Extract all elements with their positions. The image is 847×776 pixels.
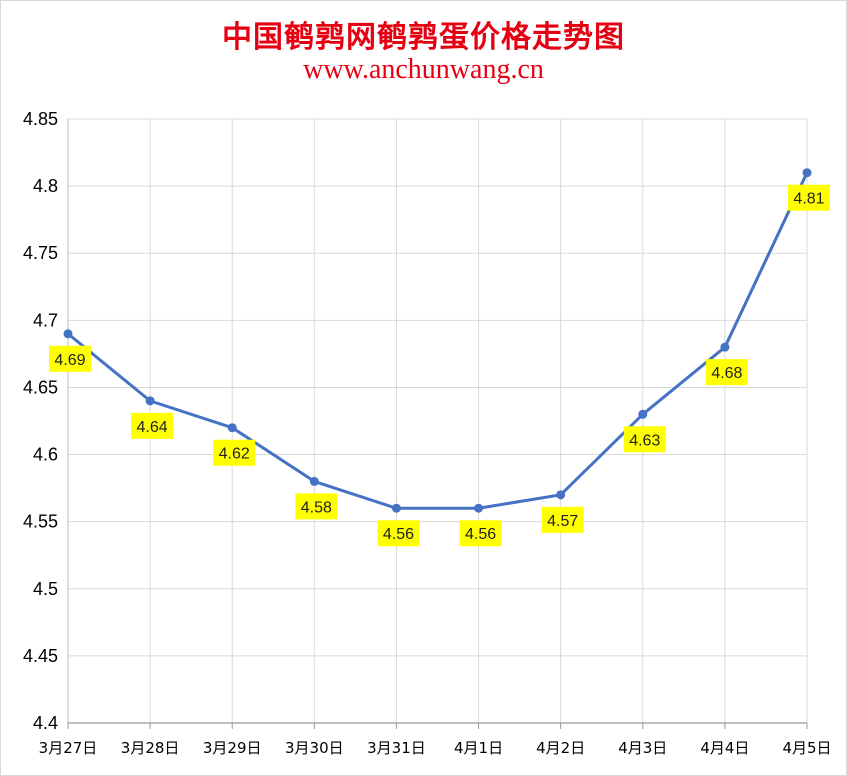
y-tick-label: 4.45 (23, 646, 58, 666)
data-label-text: 4.56 (383, 526, 414, 543)
x-tick-label: 4月1日 (454, 739, 503, 757)
data-label: 4.64 (131, 412, 174, 439)
x-tick-label: 4月3日 (618, 739, 667, 757)
data-label-bg (131, 412, 174, 439)
data-point (802, 168, 812, 178)
data-point (145, 396, 155, 406)
data-point (391, 503, 401, 513)
data-label: 4.58 (295, 493, 338, 520)
data-point (720, 342, 730, 352)
y-tick-label: 4.4 (33, 713, 58, 733)
x-tick-label: 3月28日 (121, 739, 180, 757)
y-tick-label: 4.75 (23, 243, 58, 263)
x-tick-label: 3月31日 (367, 739, 426, 757)
data-point (63, 329, 73, 339)
data-label: 4.68 (705, 359, 748, 386)
y-tick-label: 4.8 (33, 176, 58, 196)
series-line (67, 172, 809, 510)
y-tick-label: 4.6 (33, 445, 58, 465)
x-tick-label: 3月29日 (203, 739, 262, 757)
data-label-text: 4.68 (711, 365, 742, 382)
data-label: 4.62 (213, 439, 256, 466)
data-label-text: 4.62 (219, 446, 250, 463)
chart-subtitle: www.anchunwang.cn (303, 54, 544, 85)
x-tick-label: 4月4日 (700, 739, 749, 757)
data-point (474, 503, 484, 513)
data-label: 4.56 (459, 520, 502, 547)
data-label: 4.81 (788, 184, 830, 211)
chart-title: 中国鹌鹑网鹌鹑蛋价格走势图 (222, 20, 625, 55)
data-label: 4.57 (541, 506, 584, 533)
data-label-bg (295, 493, 338, 520)
data-label-bg (623, 426, 666, 453)
data-label: 4.63 (623, 426, 666, 453)
data-point (638, 409, 648, 419)
data-label: 4.69 (49, 345, 91, 372)
data-label-bg (49, 345, 91, 372)
x-tick-label: 4月2日 (536, 739, 585, 757)
data-label-bg (541, 506, 584, 533)
data-label-text: 4.81 (793, 191, 824, 208)
data-point (227, 423, 237, 433)
data-label-text: 4.58 (301, 499, 332, 516)
y-tick-label: 4.55 (23, 512, 58, 532)
data-label-text: 4.56 (465, 526, 496, 543)
data-label-bg (459, 520, 502, 547)
y-tick-label: 4.7 (33, 310, 58, 330)
data-label-text: 4.69 (54, 352, 85, 369)
x-tick-label: 3月27日 (39, 739, 98, 757)
data-point (556, 490, 566, 500)
data-label-bg (788, 184, 830, 211)
y-tick-label: 4.65 (23, 377, 58, 397)
y-tick-label: 4.85 (23, 109, 58, 129)
data-label-bg (213, 439, 256, 466)
y-tick-label: 4.5 (33, 579, 58, 599)
data-label: 4.56 (377, 520, 420, 547)
data-label-bg (377, 520, 420, 547)
x-tick-label: 3月30日 (285, 739, 344, 757)
x-tick-label: 4月5日 (782, 739, 831, 757)
data-label-text: 4.64 (137, 419, 168, 436)
data-label-text: 4.57 (547, 513, 578, 530)
data-label-text: 4.63 (629, 432, 660, 449)
data-point (309, 476, 319, 486)
data-label-bg (705, 359, 748, 386)
